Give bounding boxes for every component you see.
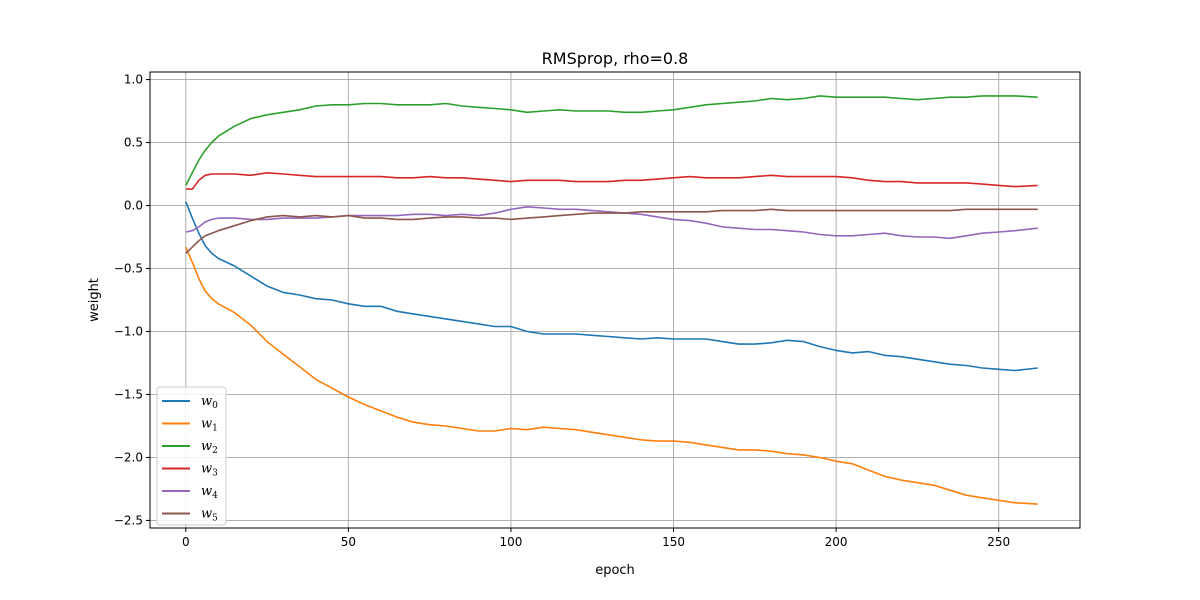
series-line-w3	[185, 172, 1038, 190]
grid-lines	[150, 72, 1080, 528]
x-tick-label: 100	[499, 535, 522, 549]
chart-title: RMSprop, rho=0.8	[542, 49, 689, 68]
legend-label-base: w	[201, 439, 212, 454]
legend-label-base: w	[201, 462, 212, 477]
plot-frame	[149, 71, 1081, 529]
y-tick-label: −0.5	[114, 262, 143, 276]
legend-label-w2: w2	[201, 439, 218, 456]
x-axis-label: epoch	[595, 563, 635, 578]
y-tick-label: 1.0	[124, 73, 143, 87]
x-tick-label: 250	[987, 535, 1010, 549]
y-axis: 1.0 0.5 0.0 −0.5 −1.0 −1.5 −2.0 −2.5	[114, 73, 150, 527]
series-layer	[185, 95, 1038, 505]
legend-label-w3: w3	[201, 462, 218, 479]
legend-label-w5: w5	[201, 507, 218, 524]
y-tick-label: 0.0	[124, 199, 143, 213]
legend-label-subscript: 5	[212, 514, 218, 524]
x-tick-label: 200	[825, 535, 848, 549]
legend-label-subscript: 1	[212, 424, 218, 434]
series-line-w2	[185, 95, 1038, 186]
series-line-w5	[185, 208, 1038, 254]
legend-label-base: w	[201, 507, 212, 522]
y-axis-label: weight	[87, 278, 102, 322]
legend-label-base: w	[201, 394, 212, 409]
legend-label-subscript: 3	[212, 469, 218, 479]
legend-label-w1: w1	[201, 417, 218, 434]
legend-label-w0: w0	[201, 394, 218, 411]
y-tick-label: −2.5	[114, 513, 143, 527]
legend-label-base: w	[201, 417, 212, 432]
x-axis: 0 50 100 150 200 250	[182, 528, 1010, 549]
legend-label-subscript: 4	[212, 491, 218, 501]
y-tick-label: −2.0	[114, 450, 143, 464]
x-tick-label: 0	[182, 535, 190, 549]
series-line-w4	[185, 206, 1038, 240]
y-tick-label: 0.5	[124, 136, 143, 150]
legend-label-subscript: 2	[212, 446, 218, 456]
y-tick-label: −1.5	[114, 387, 143, 401]
series-line-w1	[185, 246, 1038, 505]
series-line-w0	[185, 201, 1038, 372]
legend-label-base: w	[201, 484, 212, 499]
x-tick-label: 150	[662, 535, 685, 549]
legend-label-subscript: 0	[212, 401, 218, 411]
x-tick-label: 50	[341, 535, 356, 549]
legend-label-w4: w4	[201, 484, 218, 501]
y-tick-label: −1.0	[114, 324, 143, 338]
